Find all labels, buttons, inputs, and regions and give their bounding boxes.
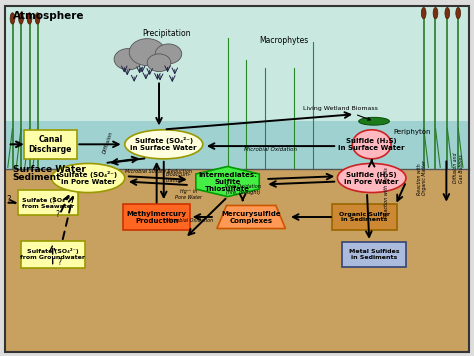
Text: ?: ?: [55, 210, 59, 219]
Bar: [5, 6, 469, 169]
Bar: [5, 121, 469, 169]
Polygon shape: [196, 167, 259, 197]
Text: Diffusion and
Gas Bubbles: Diffusion and Gas Bubbles: [454, 152, 464, 183]
Text: ?: ?: [52, 197, 56, 205]
Text: Sulfate (SO₄²⁻)
from Groundwater: Sulfate (SO₄²⁻) from Groundwater: [20, 248, 85, 260]
Ellipse shape: [433, 7, 438, 19]
Text: Reaction with
Organic Matter: Reaction with Organic Matter: [417, 160, 428, 195]
Text: Sediment: Sediment: [12, 173, 61, 182]
Text: Microbial Oxidation: Microbial Oxidation: [244, 147, 297, 152]
Text: Peat Oxidation
(fire, drought): Peat Oxidation (fire, drought): [225, 184, 261, 195]
Text: Sulfide (H₂S)
in Surface Water: Sulfide (H₂S) in Surface Water: [338, 138, 405, 151]
Text: Precipitation: Precipitation: [142, 29, 191, 38]
Text: Sulfate (SO₄²⁻)
from Seawater: Sulfate (SO₄²⁻) from Seawater: [22, 197, 74, 209]
Ellipse shape: [352, 130, 391, 159]
Circle shape: [129, 39, 165, 66]
Text: Surface Water: Surface Water: [12, 164, 85, 173]
Ellipse shape: [456, 7, 461, 19]
Ellipse shape: [359, 117, 390, 125]
Circle shape: [147, 54, 171, 72]
Text: ?: ?: [6, 195, 11, 204]
FancyBboxPatch shape: [123, 204, 190, 230]
Ellipse shape: [337, 163, 406, 193]
FancyBboxPatch shape: [342, 242, 406, 267]
Polygon shape: [217, 205, 285, 229]
Text: Macrophytes: Macrophytes: [260, 36, 309, 45]
Text: Organic Sulfur
in Sediments: Organic Sulfur in Sediments: [339, 211, 390, 222]
Text: Methylmercury
Production: Methylmercury Production: [127, 210, 187, 224]
Text: Diffusion: Diffusion: [102, 130, 114, 154]
Ellipse shape: [52, 163, 125, 193]
Text: Hg²⁺ in
Pore Water: Hg²⁺ in Pore Water: [175, 189, 202, 200]
Text: Microbial Sulfate Reduction: Microbial Sulfate Reduction: [125, 169, 191, 174]
Bar: [5, 169, 469, 352]
Text: ?: ?: [57, 257, 62, 267]
Text: Reaction with Metals: Reaction with Metals: [383, 167, 389, 218]
Ellipse shape: [35, 13, 40, 24]
FancyBboxPatch shape: [332, 204, 397, 230]
Text: Intermediates:
Sulfite
Thiosulfate: Intermediates: Sulfite Thiosulfate: [198, 172, 257, 192]
FancyBboxPatch shape: [18, 190, 78, 215]
FancyBboxPatch shape: [20, 241, 85, 268]
Circle shape: [155, 44, 182, 64]
Text: Sulfate (SO₄²⁻)
in Pore Water: Sulfate (SO₄²⁻) in Pore Water: [59, 171, 117, 185]
Ellipse shape: [125, 130, 203, 159]
Text: Atmosphere: Atmosphere: [12, 11, 84, 21]
Ellipse shape: [445, 7, 450, 19]
Text: Periphyton: Periphyton: [393, 129, 430, 135]
Text: Microbial Oxidation: Microbial Oxidation: [166, 218, 213, 223]
Ellipse shape: [18, 13, 23, 24]
Text: Metal Sulfides
in Sediments: Metal Sulfides in Sediments: [349, 249, 399, 260]
Ellipse shape: [27, 13, 32, 24]
Ellipse shape: [10, 13, 15, 24]
Text: Sulfate (SO₄²⁻)
in Surface Water: Sulfate (SO₄²⁻) in Surface Water: [130, 137, 197, 151]
Text: Bioaccum-
ulation: Bioaccum- ulation: [166, 172, 192, 183]
Text: Sulfide (H₂S)
in Pore Water: Sulfide (H₂S) in Pore Water: [345, 172, 399, 184]
Circle shape: [114, 48, 143, 70]
Text: Living Wetland Biomass: Living Wetland Biomass: [303, 106, 378, 120]
Ellipse shape: [421, 7, 426, 19]
FancyBboxPatch shape: [24, 130, 76, 159]
Text: Canal
Discharge: Canal Discharge: [28, 135, 72, 154]
Text: Mercurysulfide
Complexes: Mercurysulfide Complexes: [221, 210, 281, 224]
